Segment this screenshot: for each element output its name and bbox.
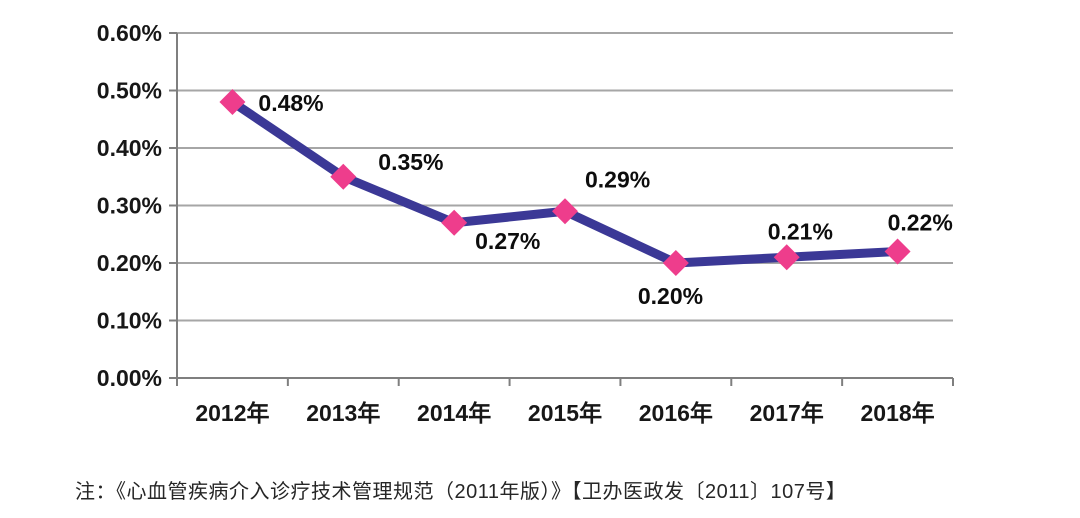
y-axis-label: 0.50% (97, 78, 162, 104)
data-point-marker (219, 89, 246, 115)
data-point-marker (662, 250, 689, 276)
data-point-label: 0.27% (475, 228, 540, 254)
source-note: 注：《心血管疾病介入诊疗技术管理规范（2011年版）》【卫办医政发〔2011〕1… (75, 481, 847, 503)
data-point-label: 0.35% (378, 149, 443, 175)
data-point-label: 0.21% (768, 218, 833, 244)
data-point-label: 0.48% (258, 90, 323, 116)
x-axis-label: 2015年 (528, 400, 602, 426)
data-point-marker (552, 198, 578, 225)
x-axis-label: 2018年 (860, 400, 934, 426)
y-axis-label: 0.10% (97, 308, 162, 334)
data-point-label: 0.20% (638, 283, 703, 309)
y-axis-label: 0.00% (97, 365, 162, 391)
data-point-marker (773, 244, 800, 271)
x-axis-label: 2014年 (417, 400, 491, 426)
x-axis-label: 2013年 (306, 400, 380, 426)
x-axis-label: 2016年 (639, 400, 713, 426)
x-axis-label: 2012年 (195, 400, 269, 426)
y-axis-label: 0.20% (97, 250, 162, 276)
y-axis-label: 0.40% (97, 135, 162, 161)
data-point-marker (441, 209, 468, 236)
data-point-marker (884, 238, 911, 265)
data-point-label: 0.22% (888, 210, 953, 236)
x-axis-label: 2017年 (750, 400, 824, 426)
y-axis-label: 0.60% (97, 20, 162, 46)
y-axis-label: 0.30% (97, 193, 162, 219)
data-point-marker (330, 163, 357, 190)
data-point-label: 0.29% (585, 166, 650, 192)
